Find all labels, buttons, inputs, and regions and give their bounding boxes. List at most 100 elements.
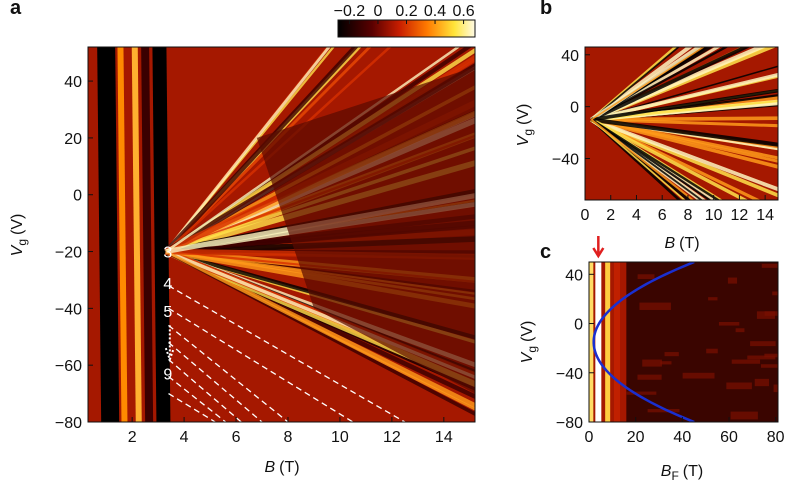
texture xyxy=(727,277,738,284)
texture xyxy=(750,341,776,347)
x-tick-label: 0 xyxy=(585,429,594,446)
x-tick-label: 40 xyxy=(673,429,691,446)
guide-line xyxy=(168,393,216,422)
stripe xyxy=(165,250,475,411)
y-tick-label: 40 xyxy=(561,48,579,65)
panel-label: c xyxy=(540,241,551,263)
stripe xyxy=(591,88,778,122)
y-unit: (V) xyxy=(515,104,532,125)
x-unit: (T) xyxy=(683,463,703,480)
colorbar-tick-label: 0.4 xyxy=(424,3,446,20)
x-tick-label: 4 xyxy=(180,429,189,446)
heatmap xyxy=(88,47,475,422)
texture xyxy=(764,311,778,316)
y-tick-label: 0 xyxy=(570,100,579,117)
texture xyxy=(708,297,718,301)
x-tick-label: 10 xyxy=(331,429,349,446)
y-tick-label: 0 xyxy=(73,188,82,205)
guide-line xyxy=(168,341,263,422)
annotation: 3 xyxy=(163,245,172,262)
y-unit: (V) xyxy=(9,214,26,235)
x-tick-label: 2 xyxy=(606,207,615,224)
texture xyxy=(730,411,758,420)
texture xyxy=(637,374,662,380)
texture xyxy=(642,359,662,367)
guide-line xyxy=(168,376,227,422)
y-tick-label: −40 xyxy=(556,366,583,383)
colorbar-tick-label: −0.2 xyxy=(334,3,366,20)
fit-curve xyxy=(592,262,695,422)
texture xyxy=(754,378,769,387)
texture xyxy=(647,409,680,413)
stripe xyxy=(97,47,120,422)
stripe xyxy=(591,65,778,121)
x-symbol: B xyxy=(661,463,672,480)
stripe xyxy=(591,72,778,122)
texture xyxy=(780,270,788,275)
x-axis-label: B (T) xyxy=(664,235,699,252)
annotation: 9 xyxy=(163,367,172,384)
stripe xyxy=(591,116,778,122)
texture xyxy=(626,391,657,395)
y-symbol: V xyxy=(519,351,536,363)
stripe xyxy=(117,47,128,422)
stripe xyxy=(164,47,331,253)
x-tick-label: 10 xyxy=(705,207,723,224)
guide-line xyxy=(168,324,289,422)
texture xyxy=(735,328,745,333)
stripe xyxy=(590,118,721,200)
y-subscript: g xyxy=(521,129,535,136)
panel-label: a xyxy=(10,0,22,19)
x-tick-label: 6 xyxy=(658,207,667,224)
x-tick-label: 12 xyxy=(731,207,749,224)
texture xyxy=(761,263,778,268)
stripe xyxy=(590,47,729,121)
x-tick-label: 80 xyxy=(767,429,785,446)
stripe xyxy=(590,118,749,200)
x-tick-label: 0 xyxy=(581,207,590,224)
stripe xyxy=(164,47,359,254)
y-symbol: V xyxy=(515,134,532,146)
y-axis-label: Vg (V) xyxy=(9,214,29,257)
guide-line xyxy=(168,285,406,422)
guide-line xyxy=(168,359,242,422)
y-tick-label: −40 xyxy=(552,152,579,169)
stripe xyxy=(591,100,778,121)
plot-frame xyxy=(87,46,476,423)
x-symbol: B xyxy=(664,235,675,252)
y-tick-label: −80 xyxy=(55,415,82,432)
x-unit: (T) xyxy=(679,235,699,252)
texture xyxy=(772,291,778,296)
stripe xyxy=(152,47,171,422)
x-tick-label: 6 xyxy=(232,429,241,446)
annotation-arrow xyxy=(164,325,175,363)
texture xyxy=(731,359,761,364)
x-subscript: F xyxy=(671,469,678,483)
y-subscript: g xyxy=(15,239,29,246)
stripe xyxy=(590,117,778,169)
stripe xyxy=(590,118,686,200)
y-axis-label: Vg (V) xyxy=(515,104,535,147)
texture xyxy=(664,352,679,357)
y-symbol: V xyxy=(9,244,26,256)
y-tick-label: −60 xyxy=(55,358,82,375)
stripe xyxy=(165,47,392,253)
texture xyxy=(773,384,778,393)
x-axis-label: B (T) xyxy=(264,459,299,476)
stripe xyxy=(590,117,778,192)
x-tick-label: 60 xyxy=(720,429,738,446)
texture xyxy=(637,274,655,279)
stripe xyxy=(590,47,751,122)
stripe xyxy=(590,47,680,121)
stripe xyxy=(590,118,712,200)
heatmap xyxy=(589,262,788,422)
y-subscript: g xyxy=(525,346,539,353)
plot-frame xyxy=(584,46,779,201)
stripe xyxy=(591,47,705,121)
y-tick-label: −80 xyxy=(556,415,583,432)
texture xyxy=(660,361,672,365)
texture xyxy=(718,321,740,326)
stripe xyxy=(591,117,778,147)
y-tick-label: −20 xyxy=(55,245,82,262)
